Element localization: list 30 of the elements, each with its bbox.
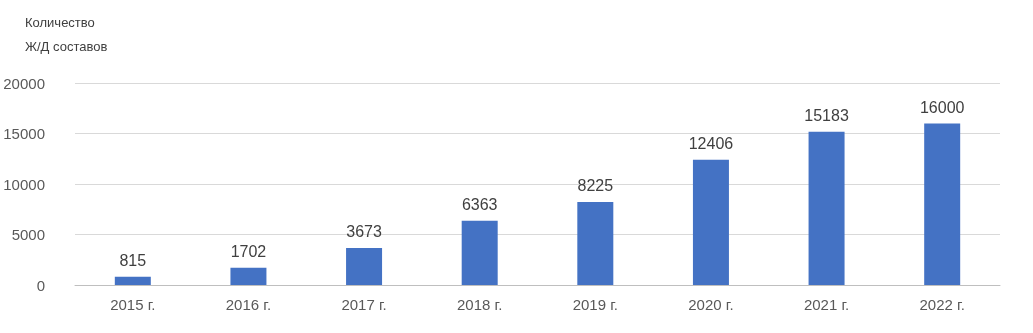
x-tick-label: 2021 г.: [803, 296, 850, 313]
bar: [230, 267, 267, 285]
x-tick-label: 2018 г.: [457, 296, 503, 313]
bar: [692, 159, 729, 285]
bar: [924, 123, 961, 285]
y-tick-label: 0: [36, 276, 45, 294]
x-tick-label: 2022 г.: [919, 296, 965, 313]
data-label: 3673: [346, 223, 382, 241]
data-label: 12406: [688, 135, 734, 153]
y-tick-label: 10000: [3, 175, 45, 193]
x-tick-label: 2020 г.: [688, 296, 734, 313]
y-tick-label: 15000: [3, 125, 45, 142]
data-label: 8225: [577, 177, 614, 195]
bar: [114, 276, 151, 285]
bar: [346, 247, 383, 285]
bar: [461, 220, 498, 285]
y-axis-title: Количество Ж/Д составов: [25, 14, 108, 54]
x-tick-label: 2019 г.: [572, 296, 618, 313]
data-label: 1702: [230, 243, 267, 261]
y-tick-label: 20000: [3, 74, 45, 92]
x-tick-label: 2016 г.: [225, 296, 272, 313]
bar: [808, 131, 845, 285]
data-label: 15183: [804, 107, 849, 125]
x-tick-label: 2015 г.: [110, 296, 156, 313]
data-label: 815: [119, 252, 147, 270]
data-label: 16000: [919, 98, 965, 116]
y-tick-label: 5000: [11, 226, 45, 243]
data-label: 6363: [461, 196, 498, 214]
bar: [577, 201, 614, 285]
x-tick-label: 2017 г.: [341, 296, 387, 313]
